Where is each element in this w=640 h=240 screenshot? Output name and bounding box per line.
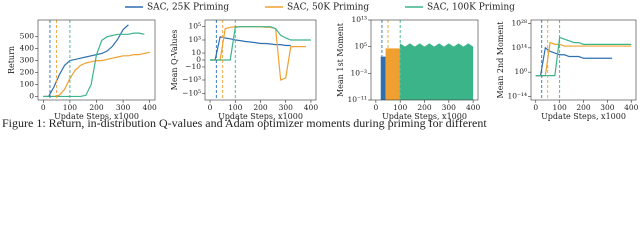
axes-frame <box>204 19 317 101</box>
figure: Figure 1: Return, in-distribution Q-valu… <box>2 3 639 130</box>
x-axis-label: Update Steps, x1000 <box>218 112 303 121</box>
y-tick-label: 10²⁸ <box>511 18 527 27</box>
y-tick-label: 100 <box>20 79 35 88</box>
y-tick-label: −10⁵ <box>182 88 201 97</box>
x-tick-label: 200 <box>89 103 104 112</box>
y-tick-label: 10⁵ <box>188 22 201 31</box>
x-tick-label: 100 <box>552 103 567 112</box>
y-tick-label: 10⁵ <box>354 42 367 51</box>
x-tick-label: 0 <box>208 103 213 112</box>
line <box>43 51 150 98</box>
y-tick-label: 10¹⁴ <box>511 43 527 52</box>
plot <box>210 26 311 81</box>
y-tick-label: −10 <box>185 62 201 71</box>
y-tick-label: 0 <box>29 91 34 100</box>
x-tick-label: 300 <box>116 103 131 112</box>
axes-frame <box>37 19 156 101</box>
y-axis-label: Mean 1st Moment <box>336 22 345 97</box>
y-tick-label: 10⁻³ <box>350 68 367 77</box>
line <box>43 24 129 98</box>
y-tick-label: 10 <box>191 48 201 57</box>
y-tick-label: 10⁰ <box>514 67 527 76</box>
axes-frame <box>370 19 479 101</box>
area <box>400 43 474 100</box>
y-axis-label: Mean Q-Values <box>170 30 179 91</box>
y-tick-label: 10⁻¹⁴ <box>507 92 527 101</box>
x-tick-label: 400 <box>466 103 481 112</box>
line <box>210 26 306 81</box>
x-tick-label: 400 <box>304 103 319 112</box>
line <box>43 32 145 98</box>
y-tick-label: 400 <box>20 44 35 53</box>
y-tick-label: 300 <box>20 56 35 65</box>
plot <box>535 36 632 77</box>
area <box>380 56 386 100</box>
line <box>535 41 632 77</box>
y-tick-label: 10⁻¹¹ <box>347 95 367 104</box>
plot <box>380 43 474 100</box>
x-tick-label: 100 <box>393 103 408 112</box>
x-tick-label: 0 <box>41 103 46 112</box>
area <box>385 48 401 100</box>
axes-frame <box>530 19 637 101</box>
y-tick-label: 0 <box>196 55 201 64</box>
x-tick-label: 200 <box>417 103 432 112</box>
y-tick-label: 500 <box>20 32 35 41</box>
y-axis-label: Mean 2nd Moment <box>496 21 505 99</box>
y-tick-label: 10¹³ <box>351 15 367 24</box>
y-tick-label: 200 <box>20 68 35 77</box>
x-tick-label: 200 <box>576 103 591 112</box>
legend-label: SAC, 100K Priming <box>427 3 515 13</box>
caption: Figure 1: Return, in-distribution Q-valu… <box>2 116 487 130</box>
x-tick-label: 300 <box>279 103 294 112</box>
plot <box>43 24 150 98</box>
x-tick-label: 0 <box>533 103 538 112</box>
y-tick-label: −10³ <box>182 75 201 84</box>
x-tick-label: 300 <box>442 103 457 112</box>
x-tick-label: 400 <box>143 103 158 112</box>
legend-label: SAC, 25K Priming <box>147 3 229 13</box>
x-tick-label: 100 <box>228 103 243 112</box>
x-axis-label: Update Steps, x1000 <box>541 112 626 121</box>
y-axis-label: Return <box>7 46 16 74</box>
x-axis-label: Update Steps, x1000 <box>382 112 467 121</box>
line <box>535 36 632 77</box>
x-tick-label: 0 <box>373 103 378 112</box>
x-tick-label: 400 <box>624 103 639 112</box>
legend-label: SAC, 50K Priming <box>287 3 369 13</box>
x-tick-label: 100 <box>63 103 78 112</box>
x-axis-label: Update Steps, x1000 <box>54 112 139 121</box>
x-tick-label: 300 <box>600 103 615 112</box>
line <box>210 26 311 61</box>
y-tick-label: 10³ <box>188 35 201 44</box>
x-tick-label: 200 <box>253 103 268 112</box>
